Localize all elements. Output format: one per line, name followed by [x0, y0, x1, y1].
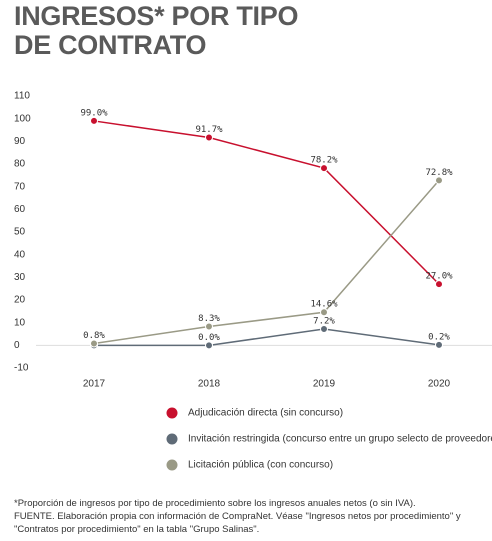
- point: [205, 341, 213, 350]
- y-tick-label: 40: [14, 249, 26, 260]
- x-tick-label: 2019: [313, 379, 336, 390]
- x-tick-label: 2018: [198, 379, 221, 390]
- y-tick-label: 10: [14, 317, 26, 328]
- x-tick-label: 2020: [428, 379, 451, 390]
- value-label: 72.8%: [425, 168, 453, 178]
- legend-label: Licitación pública (con concurso): [188, 460, 333, 471]
- point: [205, 322, 213, 331]
- y-tick-label: 60: [14, 204, 26, 215]
- x-tick-label: 2017: [83, 379, 106, 390]
- y-tick-label: 50: [14, 227, 26, 238]
- y-tick-label: 70: [14, 181, 26, 192]
- value-label: 27.0%: [425, 272, 453, 282]
- point: [90, 339, 98, 348]
- notes: *Proporción de ingresos por tipo de proc…: [14, 497, 489, 536]
- legend-swatch: [166, 459, 178, 471]
- point: [435, 176, 443, 185]
- value-label: 99.0%: [80, 108, 108, 118]
- y-tick-label: 80: [14, 159, 26, 170]
- point: [435, 280, 443, 289]
- point: [320, 164, 328, 173]
- footnote: *Proporción de ingresos por tipo de proc…: [14, 498, 416, 509]
- value-label: 7.2%: [313, 317, 335, 327]
- legend-label: Invitación restringida (concurso entre u…: [188, 434, 492, 445]
- y-tick-label: -10: [14, 363, 29, 374]
- y-tick-label: 110: [14, 91, 30, 102]
- chart-title: INGRESOS* POR TIPO DE CONTRATO: [14, 1, 299, 60]
- value-label: 78.2%: [310, 156, 338, 166]
- point: [205, 133, 213, 142]
- legend-label: Adjudicación directa (sin concurso): [188, 408, 343, 419]
- y-tick-label: 20: [14, 295, 26, 306]
- legend-swatch: [166, 433, 178, 445]
- y-tick-label: 90: [14, 136, 26, 147]
- point: [320, 325, 328, 334]
- legend-swatch: [166, 407, 178, 419]
- series-line: [94, 328, 440, 347]
- chart: -10 0 10 20 30 40 50 60 70 80 90 100 110 2017 2018 2019…: [14, 91, 492, 471]
- value-label: 0.0%: [198, 333, 220, 343]
- value-label: 0.8%: [83, 331, 105, 341]
- value-label: 14.6%: [310, 300, 338, 310]
- point: [435, 340, 443, 349]
- point: [320, 308, 328, 317]
- point: [90, 116, 98, 125]
- y-tick-label: 30: [14, 272, 26, 283]
- value-label: 0.2%: [428, 332, 450, 342]
- value-label: 8.3%: [198, 314, 220, 324]
- value-label: 91.7%: [195, 125, 223, 135]
- series-line: [93, 120, 440, 285]
- y-tick-label: 100: [14, 113, 31, 124]
- source: FUENTE. Elaboración propia con informaci…: [14, 511, 461, 535]
- y-tick-label: 0: [14, 340, 20, 351]
- series-line: [93, 179, 440, 345]
